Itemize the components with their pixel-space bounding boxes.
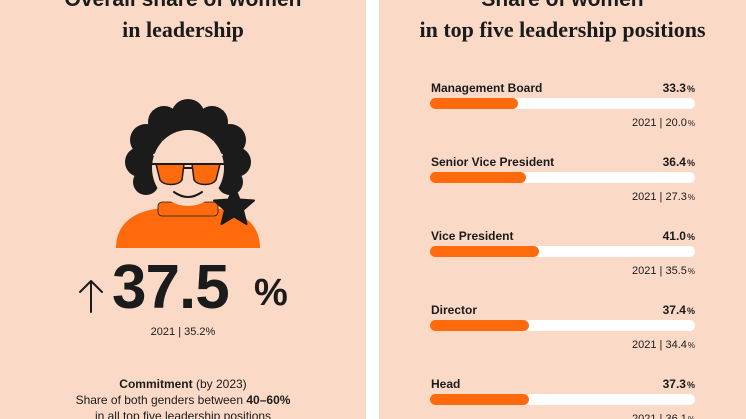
bar <box>430 246 539 257</box>
overall-share-panel: Overall share of women in leadership <box>0 0 366 419</box>
bar-row: Management Board 33.3% 2021 | 20.0% <box>430 80 695 140</box>
commitment-note: (by 2023) <box>195 377 247 391</box>
bar-category-label: Head <box>431 377 461 391</box>
bar-previous-year-label: 2021 | 27.3% <box>632 191 695 203</box>
bar <box>430 98 519 109</box>
overall-unit: % <box>254 272 288 314</box>
bar <box>430 172 527 183</box>
bar-previous-unit: % <box>687 341 695 350</box>
hair-shape <box>125 99 251 195</box>
commitment-line-1: Share of both genders between 40–60% <box>0 392 366 408</box>
bar-value-label: 37.3% <box>662 377 695 391</box>
commitment-heading: Commitment (by 2023) <box>0 376 366 392</box>
woman-illustration <box>116 99 260 248</box>
overall-previous-year: 2021 | 35.2% <box>150 326 216 338</box>
bar-value-unit: % <box>686 306 695 316</box>
positions-title: Share of women <box>379 0 746 12</box>
bar-track <box>430 320 695 331</box>
smile-shape <box>173 191 203 198</box>
bar-value-label: 41.0% <box>662 229 695 243</box>
bar-previous-unit: % <box>687 193 695 202</box>
bar-previous-unit: % <box>687 119 695 128</box>
bar-value-unit: % <box>686 84 695 94</box>
bar-value-label: 33.3% <box>662 81 695 95</box>
commitment-text: Share of both genders between <box>75 393 244 407</box>
commitment-range: 40–60% <box>246 393 291 407</box>
bar-value-unit: % <box>686 158 695 168</box>
bar-category-label: Management Board <box>431 81 543 95</box>
bar-category-label: Senior Vice President <box>431 155 555 169</box>
bar-previous-year-label: 2021 | 35.5% <box>632 265 695 277</box>
leadership-positions-panel: Share of women in top five leadership po… <box>379 0 746 419</box>
star-icon <box>213 185 255 225</box>
bar-track <box>430 246 695 257</box>
bar-row: Vice President 41.0% 2021 | 35.5% <box>430 228 695 288</box>
overall-title: Overall share of women <box>0 0 366 12</box>
arrow-up-icon <box>79 280 103 313</box>
sunglasses-shape <box>152 163 224 186</box>
commitment-block: Commitment (by 2023) Share of both gende… <box>0 376 366 419</box>
overall-stat: 37.5 % <box>72 252 312 324</box>
commitment-title: Commitment <box>119 377 193 391</box>
bar-track <box>430 394 695 405</box>
bar-previous-unit: % <box>687 267 695 276</box>
bar <box>430 320 530 331</box>
overall-value: 37.5 <box>112 253 230 322</box>
bar-row: Senior Vice President 36.4% 2021 | 27.3% <box>430 154 695 214</box>
bar-value-unit: % <box>686 380 695 390</box>
bar-category-label: Vice President <box>431 229 514 243</box>
bar-value-label: 36.4% <box>662 155 695 169</box>
bar-category-label: Director <box>431 303 478 317</box>
bar-value-label: 37.4% <box>662 303 695 317</box>
bar-previous-year-label: 2021 | 36.1% <box>632 412 695 419</box>
bar-previous-year-label: 2021 | 34.4% <box>632 339 695 351</box>
bar-row: Director 37.4% 2021 | 34.4% <box>430 302 695 362</box>
commitment-line-2: in all top five leadership positions <box>94 409 272 419</box>
bar-track <box>430 172 695 183</box>
bar-track <box>430 98 695 109</box>
bar <box>430 394 529 405</box>
bar-row: Head 37.3% 2021 | 36.1% <box>430 376 695 419</box>
overall-subtitle: in leadership <box>122 17 244 42</box>
bar-previous-year-label: 2021 | 20.0% <box>632 117 695 129</box>
bar-value-unit: % <box>686 232 695 242</box>
positions-subtitle: in top five leadership positions <box>419 17 706 42</box>
bar-previous-unit: % <box>688 415 695 419</box>
